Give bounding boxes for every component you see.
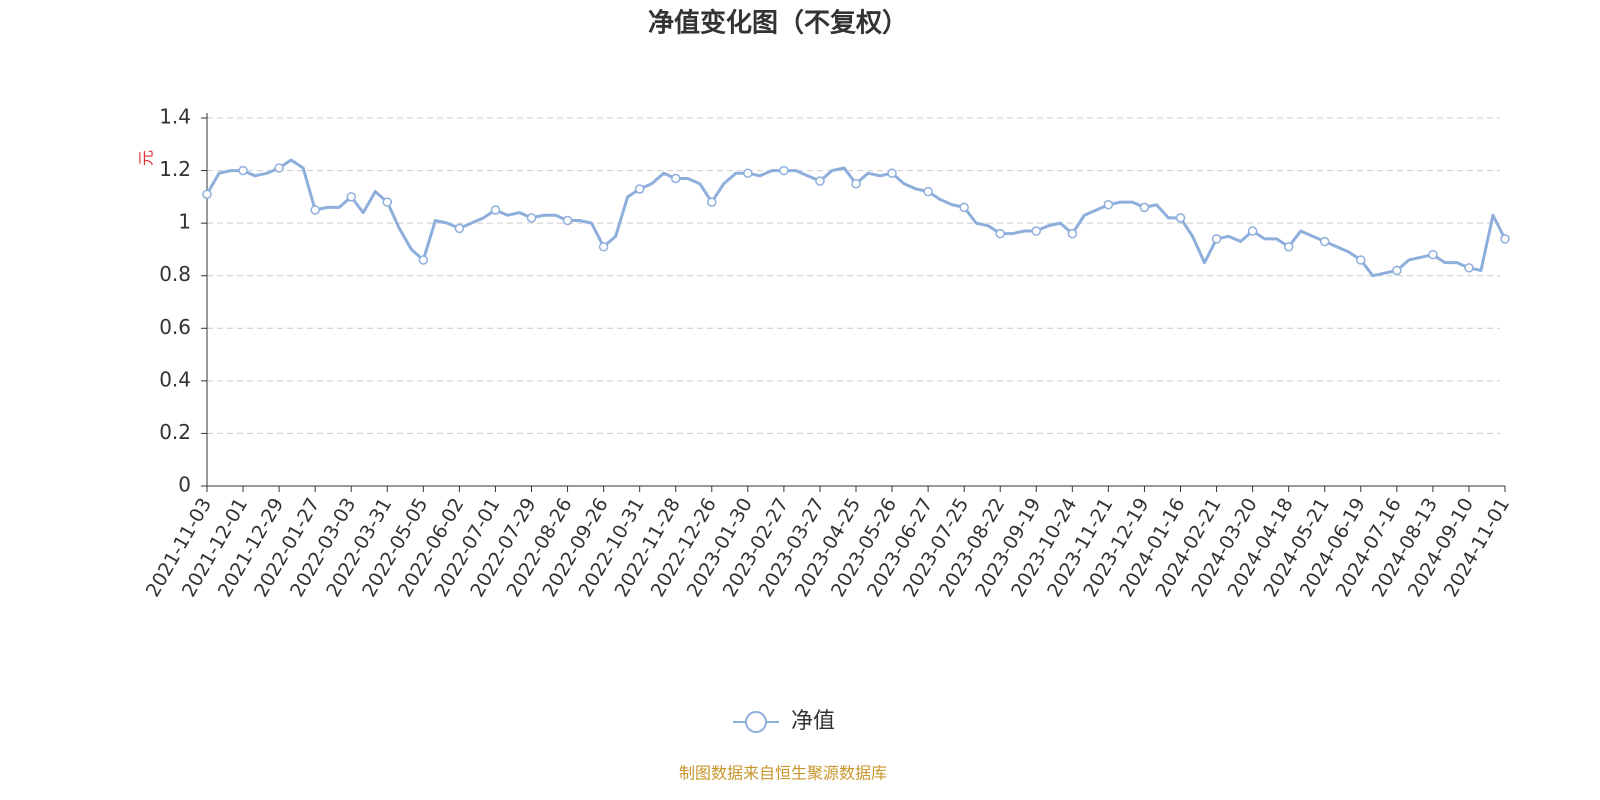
y-tick-label: 1.4: [159, 105, 191, 129]
point-marker: [562, 215, 573, 226]
point-marker: [454, 223, 465, 234]
point-marker: [1247, 226, 1258, 236]
point-marker: [1103, 199, 1114, 210]
point-marker: [1283, 242, 1294, 252]
series-line: [205, 158, 1507, 278]
y-tick-label: 0.2: [159, 420, 191, 444]
point-marker: [851, 178, 861, 189]
y-tick-label: 1.2: [159, 157, 191, 181]
point-marker: [923, 186, 933, 197]
point-marker: [670, 173, 681, 184]
point-marker: [1428, 249, 1438, 260]
point-marker: [1500, 234, 1510, 244]
point-marker: [634, 184, 645, 194]
chart-title: 净值变化图（不复权）: [648, 8, 908, 39]
point-marker: [1319, 236, 1330, 247]
y-tick-label: 0.4: [159, 367, 191, 391]
point-marker: [995, 228, 1005, 239]
point-marker: [743, 168, 753, 178]
y-tick-label: 0: [178, 473, 191, 497]
point-marker: [707, 197, 717, 207]
point-marker: [310, 205, 320, 215]
point-marker: [887, 168, 897, 178]
point-marker: [779, 165, 789, 176]
source-note: 制图数据来自恒生聚源数据库: [679, 764, 887, 783]
y-tick-label: 0.6: [159, 315, 191, 339]
point-marker: [1031, 226, 1042, 236]
point-marker: [815, 176, 825, 186]
point-marker: [274, 163, 284, 173]
point-marker: [1067, 228, 1078, 239]
point-marker: [418, 255, 429, 265]
point-marker: [1211, 234, 1222, 244]
y-axis-label: 元: [137, 150, 156, 166]
point-marker: [1175, 213, 1186, 223]
y-tick-label: 1: [178, 210, 191, 234]
point-marker: [1464, 263, 1474, 273]
point-marker: [959, 202, 969, 213]
point-marker: [598, 242, 609, 252]
point-marker: [202, 189, 212, 199]
point-marker: [490, 205, 501, 215]
point-marker: [1139, 202, 1150, 213]
point-marker: [526, 213, 537, 223]
point-marker: [1392, 265, 1402, 276]
point-marker: [382, 197, 393, 207]
point-marker: [1356, 255, 1366, 265]
legend-marker: [745, 711, 767, 733]
point-marker: [346, 192, 356, 202]
point-marker: [238, 165, 248, 176]
legend-label: 净值: [791, 709, 835, 734]
y-tick-label: 0.8: [159, 262, 191, 286]
